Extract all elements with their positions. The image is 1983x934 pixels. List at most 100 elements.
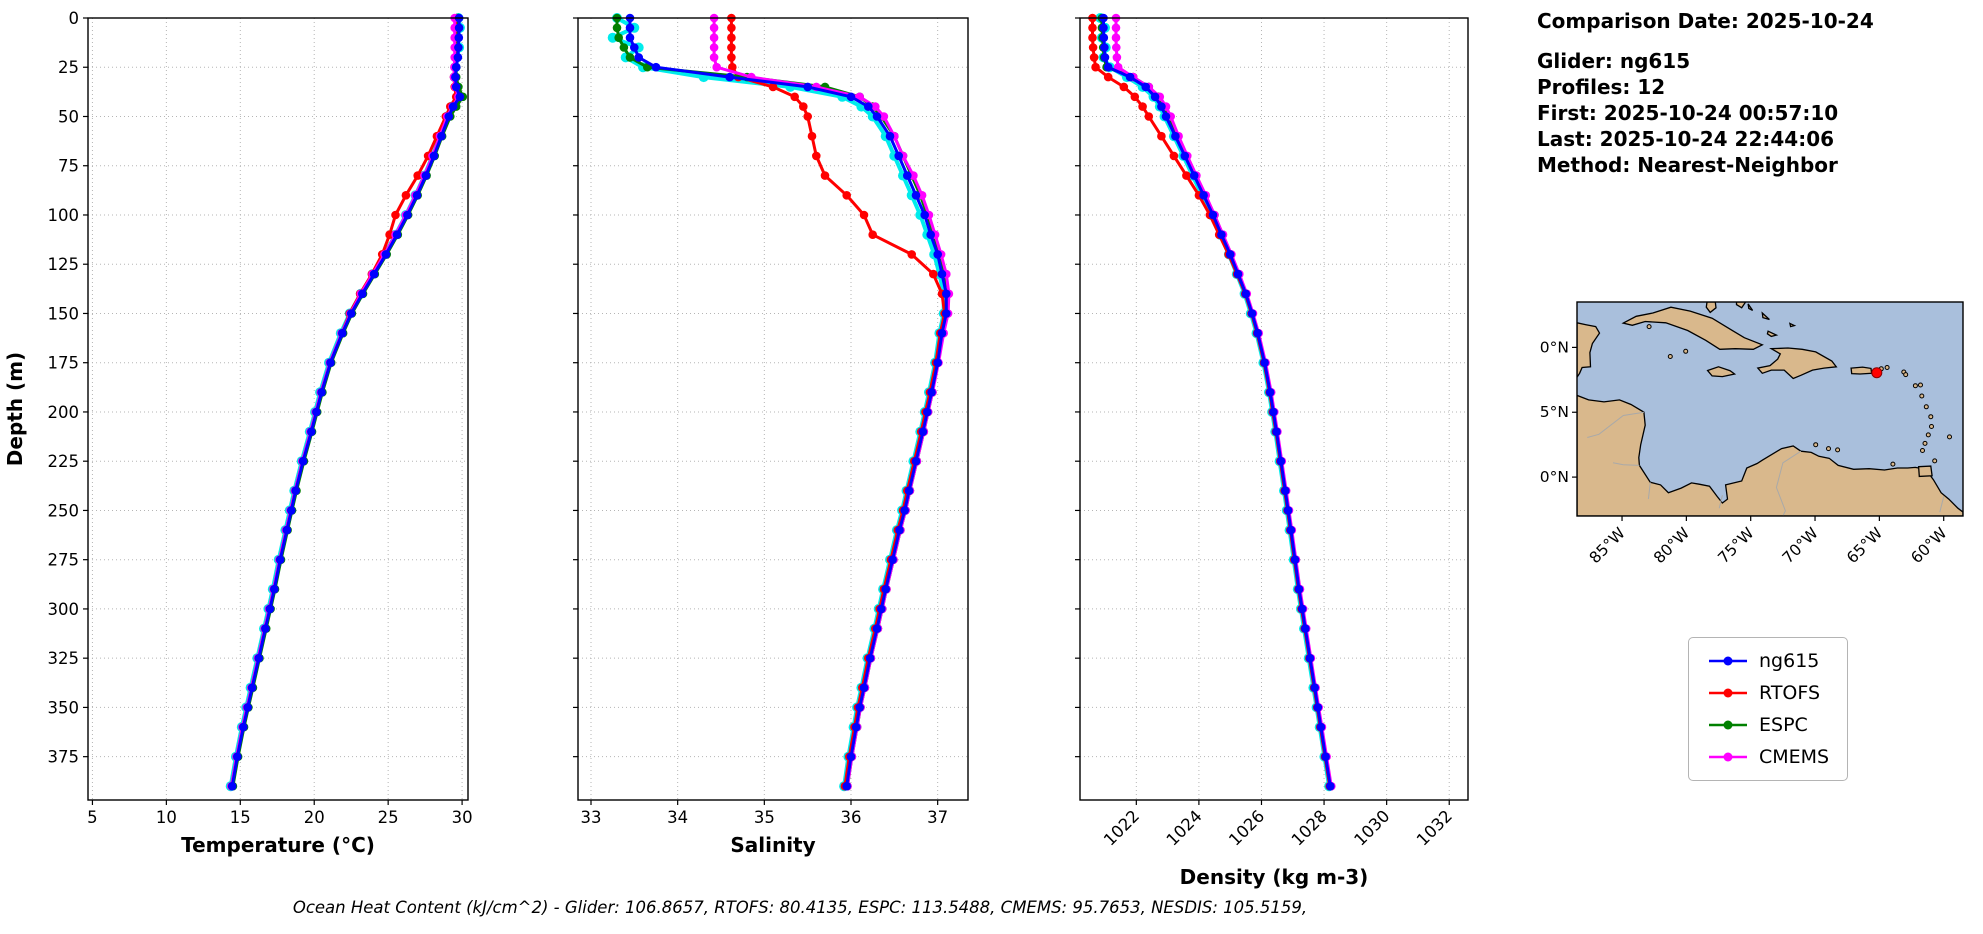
country-border [1775,450,1802,516]
CMEMS-marker [1112,43,1121,52]
legend-item-ng615: ng615 [1707,650,1829,672]
RTOFS-marker [859,210,869,220]
small-island [1884,365,1890,370]
ng615-marker [894,151,903,161]
lat-tick-label: 20°N [1540,338,1569,356]
glider-raw-profile-line [1098,16,1332,789]
ng615-marker [918,427,928,437]
ng615-marker [877,604,886,614]
legend-label: RTOFS [1759,682,1821,704]
small-island [1835,447,1841,453]
depth-tick-label: 325 [48,649,80,668]
ng615-marker [942,309,951,318]
small-island [1667,354,1673,359]
country-border [1647,482,1651,500]
lat-tick-label: 10°N [1540,468,1569,486]
RTOFS-marker [1130,92,1140,102]
ng615-marker [1305,653,1315,663]
ESPC-marker [625,53,635,62]
ng615-marker [926,230,935,239]
CMEMS-marker [709,53,719,62]
ng615-marker [451,72,460,82]
glider-raw-marker [607,32,618,43]
RTOFS-marker [727,53,736,62]
ng615-marker [846,92,856,102]
RTOFS-marker [907,250,916,259]
landmass [1706,366,1737,378]
RTOFS-marker [385,230,394,239]
ng615-marker [369,269,379,279]
lon-tick-label: 85°W [1586,524,1629,567]
comparison-info: Comparison Date: 2025-10-24 Glider: ng61… [1537,8,1874,178]
ng615-marker [1310,683,1319,692]
RTOFS-marker [868,230,877,239]
lon-tick-label: 65°W [1843,524,1886,567]
info-spacer [1537,34,1874,48]
ng615-marker [312,407,321,417]
lat-tick-label: 15°N [1540,403,1569,421]
x-tick-label: 1026 [1225,806,1268,849]
ng615-marker [927,388,936,397]
legend-line-sample [1709,720,1747,730]
axes-frame [577,17,969,801]
ng615-marker [1103,62,1113,72]
x-tick-label: 1024 [1163,806,1206,849]
CMEMS-marker [709,43,719,52]
ng615-marker [630,43,639,52]
RTOFS-marker [1182,171,1191,180]
legend-item-RTOFS: RTOFS [1707,682,1829,704]
x-tick-label: 25 [378,808,399,827]
ng615-marker [287,506,296,515]
CMEMS-marker [709,33,719,42]
ng615-marker [881,584,890,594]
RTOFS-marker [727,43,736,52]
RTOFS-profile-line [1091,16,1332,788]
temperature-panel: 5 10 15 20 25 3002550751001251501752002252502… [48,9,473,857]
CMEMS-profile-line [712,16,951,788]
ng615-profile-line [230,16,462,788]
interp-method: Method: Nearest-Neighbor [1537,153,1838,177]
ng615-marker [942,289,951,299]
ng615-marker [1301,624,1310,633]
ng615-marker [429,151,439,161]
density-panel: 1022 1024 1026 1028 1030 1032 Density (kg m-3) [1075,13,1469,889]
ng615-marker [403,210,412,220]
ng615-marker [725,72,734,82]
first-profile-time: First: 2025-10-24 00:57:10 [1537,101,1839,125]
depth-tick-label: 150 [48,304,80,323]
RTOFS-marker [1088,23,1097,33]
RTOFS-marker [812,151,821,161]
ng615-marker [1326,781,1335,791]
x-tick-label: 35 [754,808,775,827]
small-island [1918,382,1923,388]
temperature-axis-label: Temperature (°C) [181,833,375,857]
ng615-marker [1157,102,1166,111]
x-tick-label: 5 [87,808,98,827]
ng615-marker [282,525,292,535]
ng615-marker [1241,289,1251,299]
ng615-marker [437,131,446,141]
ng615-marker [412,191,422,200]
ng615-marker [1099,23,1108,33]
ng615-marker [254,653,264,663]
ng615-marker [846,752,856,761]
ng615-marker [317,388,326,397]
ng615-marker [451,82,461,92]
ng615-marker [451,62,461,72]
ng615-marker [1290,555,1300,564]
depth-tick-label: 75 [58,157,79,176]
ng615-marker [900,506,909,515]
ng615-marker [1189,171,1199,180]
glider-name: Glider: ng615 [1537,49,1691,73]
ng615-marker [454,43,463,52]
RTOFS-marker [803,112,812,121]
ng615-marker [1125,72,1135,82]
depth-tick-label: 0 [69,9,80,28]
ng615-marker [920,210,929,220]
ng615-marker [275,555,285,564]
ng615-marker [243,703,252,712]
ng615-marker [444,112,454,121]
CMEMS-marker [1111,23,1121,33]
comparison-date: Comparison Date: 2025-10-24 [1537,9,1874,33]
